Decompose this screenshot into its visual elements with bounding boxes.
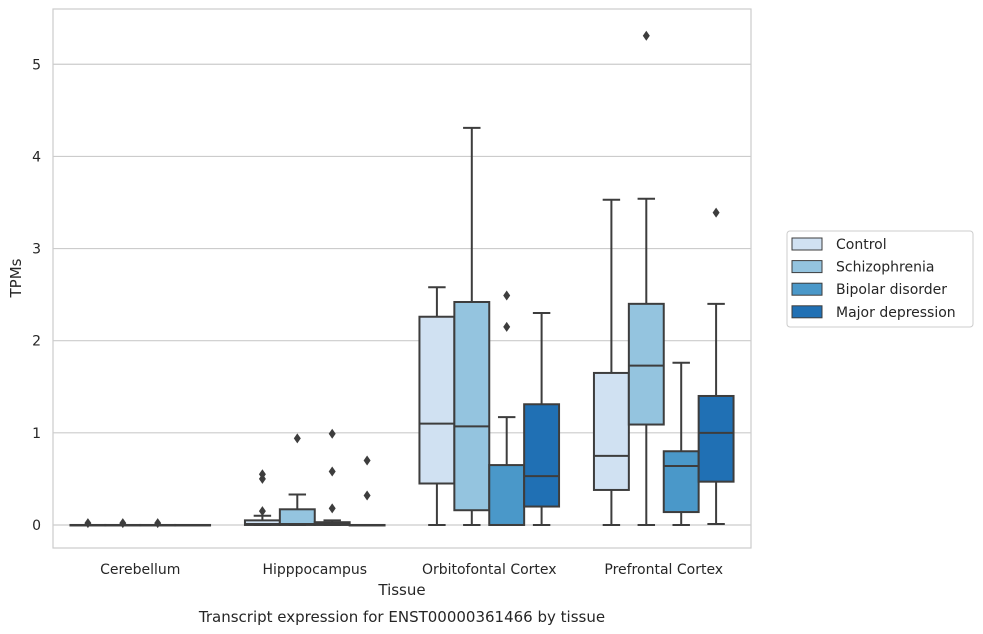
outlier-point [712, 207, 720, 218]
y-tick-label: 5 [32, 57, 41, 73]
outlier-point [363, 490, 371, 501]
y-tick-label: 1 [32, 426, 41, 442]
box-control [592, 198, 630, 526]
legend-label: Bipolar disorder [836, 282, 947, 298]
outlier-point [328, 466, 336, 477]
x-tick-labels: Cerebellum Hipppocampus Orbitofontal Corte… [100, 562, 723, 578]
box-schizophrenia [278, 433, 316, 526]
outlier-point [258, 506, 266, 517]
y-tick-label: 3 [32, 242, 41, 258]
box-bipolar-disorder [488, 290, 526, 526]
legend: Control Schizophrenia Bipolar disorder Majo… [786, 230, 974, 328]
box-control [69, 518, 107, 529]
box-iqr [523, 403, 561, 508]
box-iqr [592, 371, 630, 491]
box-iqr [418, 315, 456, 485]
outlier-point [363, 455, 371, 466]
y-tick-label: 0 [32, 518, 41, 534]
outlier-point [503, 321, 511, 332]
box-iqr [453, 300, 491, 512]
outlier-point [293, 433, 301, 444]
chart-caption: Transcript expression for ENST0000036146… [198, 608, 605, 626]
outlier-point [154, 518, 162, 529]
outlier-point [84, 518, 92, 529]
outlier-point [258, 469, 266, 480]
box-bipolar-disorder [662, 361, 700, 526]
outlier-point [119, 518, 127, 529]
box-iqr [278, 508, 316, 526]
outlier-point [328, 428, 336, 439]
box-schizophrenia [453, 126, 491, 526]
legend-swatch [791, 305, 823, 319]
box-control [418, 286, 456, 526]
x-tick-label: Cerebellum [100, 562, 180, 578]
x-axis-label: Tissue [377, 581, 425, 599]
legend-frame [786, 230, 974, 328]
legend-label: Major depression [836, 305, 956, 321]
box-control [243, 469, 281, 526]
box-iqr [662, 450, 700, 514]
box-series-group [69, 30, 735, 529]
x-tick-label: Hipppocampus [262, 562, 367, 578]
x-tick-label: Orbitofontal Cortex [422, 562, 557, 578]
y-tick-label: 4 [32, 149, 41, 165]
plot-area-background [53, 9, 751, 548]
legend-label: Schizophrenia [836, 260, 934, 276]
x-tick-label: Prefrontal Cortex [604, 562, 723, 578]
legend-swatch [791, 282, 823, 296]
box-iqr [488, 464, 526, 526]
y-axis-label: TPMs [7, 258, 25, 298]
box-major-depression [174, 523, 212, 527]
box-major-depression [348, 455, 386, 527]
legend-label: Control [836, 237, 887, 253]
y-tick-labels: 0 1 2 3 4 5 [32, 57, 41, 534]
legend-swatch [791, 237, 823, 251]
y-tick-label: 2 [32, 334, 41, 350]
legend-swatch [791, 260, 823, 274]
box-iqr [697, 394, 735, 483]
plot-area-frame [52, 8, 752, 549]
box-major-depression [523, 312, 561, 526]
box-major-depression [697, 207, 735, 526]
outlier-point [503, 290, 511, 301]
box-bipolar-disorder [313, 428, 351, 526]
outlier-point [642, 30, 650, 41]
box-iqr [627, 302, 665, 426]
outlier-point [328, 503, 336, 514]
box-schizophrenia [627, 30, 665, 526]
